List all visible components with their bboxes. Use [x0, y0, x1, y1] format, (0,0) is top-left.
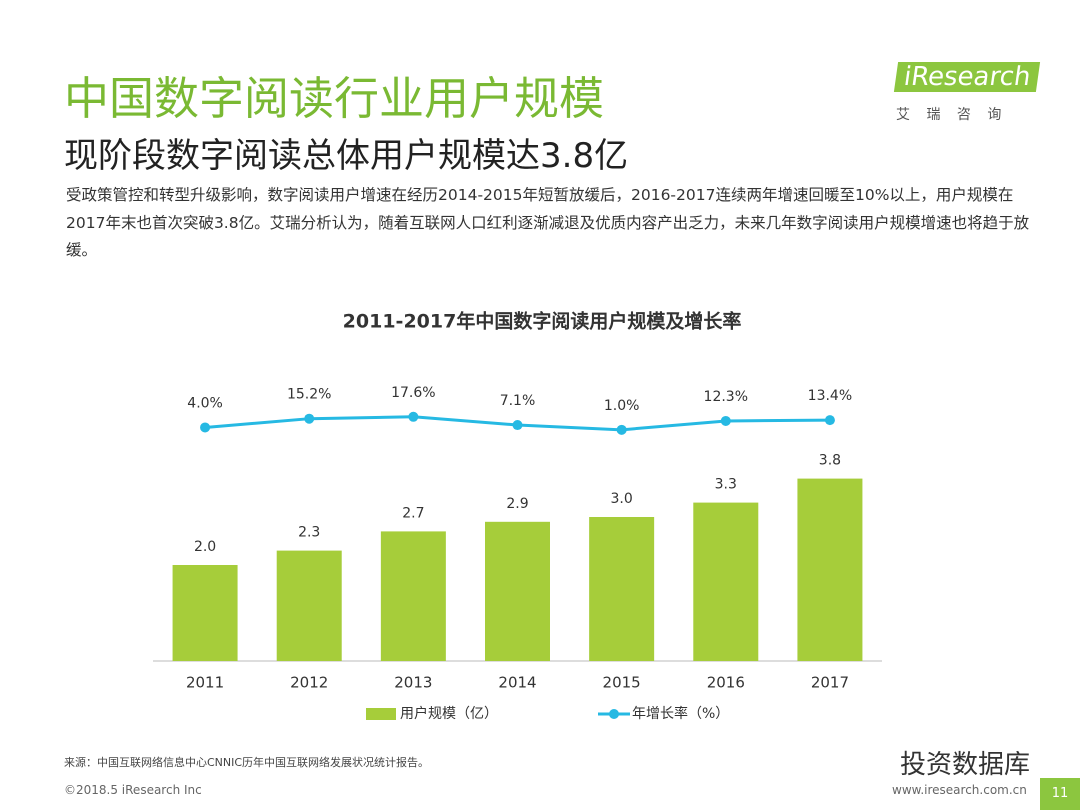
bar [276, 550, 342, 661]
copyright: ©2018.5 iResearch Inc [64, 783, 202, 797]
x-tick-label: 2017 [811, 674, 849, 692]
data-label: 17.6% [391, 385, 435, 401]
bar [589, 517, 655, 661]
x-tick-label: 2014 [498, 674, 536, 692]
legend-label: 用户规模（亿） [400, 705, 498, 722]
bar [797, 478, 863, 661]
x-tick-label: 2012 [290, 674, 328, 692]
data-label: 3.8 [819, 453, 841, 469]
x-tick-label: 2015 [603, 674, 641, 692]
data-label: 7.1% [500, 393, 536, 409]
data-label: 1.0% [604, 398, 640, 414]
data-label: 13.4% [808, 388, 852, 404]
website: www.iresearch.com.cn [892, 783, 1027, 797]
data-label: 3.3 [715, 477, 737, 493]
x-tick-label: 2011 [186, 674, 224, 692]
line-point [200, 422, 211, 433]
line-point [720, 415, 731, 426]
line-point [824, 415, 835, 426]
page-number: 11 [1040, 778, 1080, 810]
watermark: 投资数据库 [900, 750, 1031, 780]
bar [172, 565, 238, 661]
data-label: 12.3% [704, 389, 748, 405]
subtitle: 现阶段数字阅读总体用户规模达3.8亿 [64, 136, 629, 176]
x-tick-label: 2016 [707, 674, 745, 692]
x-tick-label: 2013 [394, 674, 432, 692]
data-label: 2.9 [506, 496, 528, 512]
chart-title: 2011-2017年中国数字阅读用户规模及增长率 [343, 310, 742, 333]
bar [693, 502, 759, 661]
data-label: 2.7 [402, 505, 424, 521]
source: 来源：中国互联网络信息中心CNNIC历年中国互联网络发展状况统计报告。 [64, 756, 430, 769]
data-label: 2.0 [194, 539, 216, 555]
data-label: 4.0% [187, 395, 223, 411]
bar [380, 531, 446, 661]
line-point [512, 420, 523, 431]
line-point [304, 413, 315, 424]
data-label: 2.3 [298, 525, 320, 541]
data-label: 3.0 [611, 491, 633, 507]
bar [485, 521, 550, 661]
line-point [408, 411, 419, 422]
logo-subtitle: 艾 瑞 咨 询 [896, 107, 1008, 123]
data-label: 15.2% [287, 387, 331, 403]
description: 受政策管控和转型升级影响，数字阅读用户增速在经历2014-2015年短暂放缓后，… [66, 186, 1030, 259]
line-point [616, 424, 627, 435]
legend-swatch [366, 708, 396, 720]
legend-swatch [609, 709, 619, 719]
title: 中国数字阅读行业用户规模 [64, 72, 605, 125]
legend-label: 年增长率（%） [632, 705, 729, 722]
